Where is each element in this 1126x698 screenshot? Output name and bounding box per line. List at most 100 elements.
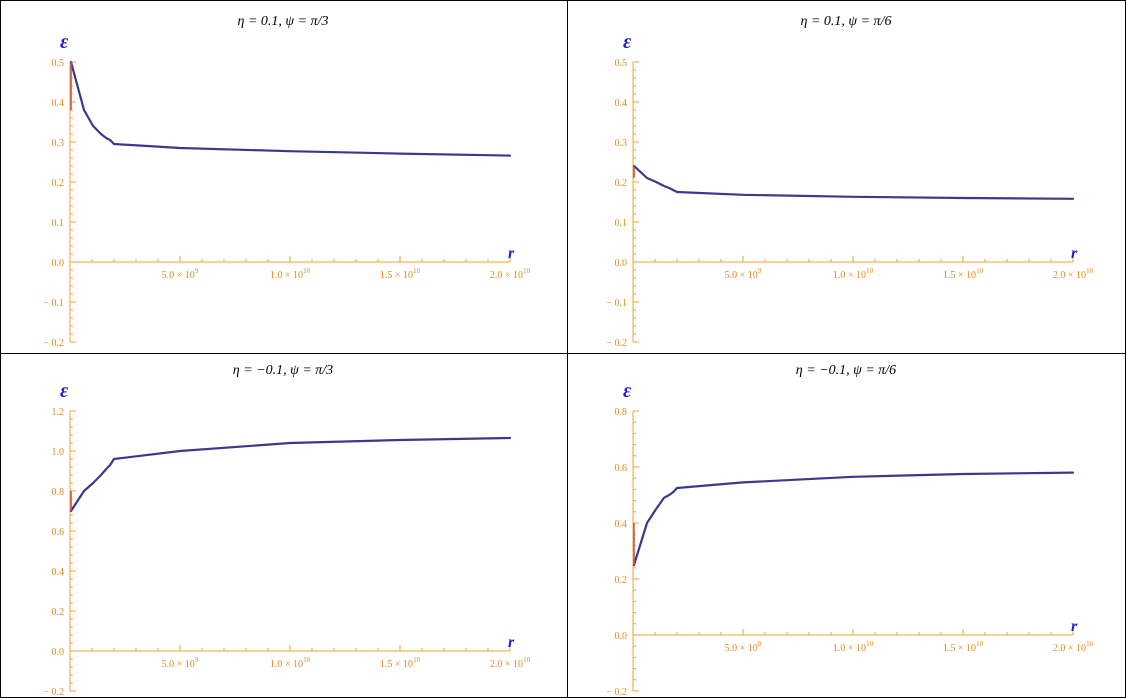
x-tick-mantissa: 2.0 × 10 <box>490 659 523 670</box>
y-tick-label: 0.4 <box>615 98 628 109</box>
x-tick-mantissa: 5.0 × 10 <box>162 659 195 670</box>
y-tick-label: 0.6 <box>615 463 628 474</box>
x-tick-label: 2.0 × 1010 <box>1053 267 1094 281</box>
chart-title: η = −0.1, ψ = π/3 <box>233 363 333 378</box>
y-tick-label: 0.8 <box>615 407 628 418</box>
y-tick-label: 0.4 <box>52 567 65 578</box>
y-tick-label: 0.2 <box>52 178 65 189</box>
series-line-0 <box>69 436 512 513</box>
x-tick-mantissa: 1.0 × 10 <box>833 270 866 281</box>
x-tick-exponent: 10 <box>413 267 421 275</box>
x-tick-exponent: 10 <box>1086 640 1094 648</box>
x-tick-exponent: 10 <box>523 656 531 664</box>
x-tick-mantissa: 5.0 × 10 <box>162 270 195 281</box>
panel-eta-neg0.1-psi-pi-6: η = −0.1, ψ = π/6 ε − 0.2 0.0 0.2 0.4 0.6 0.8 5.… <box>563 349 1126 698</box>
series-line-0 <box>632 164 1075 200</box>
y-tick-label: 0.5 <box>52 58 65 69</box>
y-axis-label: ε <box>623 31 632 53</box>
y-tick-label: 0.1 <box>52 218 65 229</box>
x-tick-label: 1.0 × 1010 <box>833 640 874 654</box>
chart-title: η = −0.1, ψ = π/6 <box>796 363 896 378</box>
y-tick-label: 0.5 <box>615 58 628 69</box>
x-tick-label: 1.5 × 1010 <box>943 640 984 654</box>
y-axis-label: ε <box>60 380 69 402</box>
x-axis-label: r <box>1071 618 1078 635</box>
x-tick-label: 5.0 × 109 <box>162 656 199 670</box>
y-tick-label: − 0.2 <box>43 687 64 698</box>
series-line-0 <box>632 471 1075 567</box>
y-tick-label: 0.3 <box>52 138 65 149</box>
x-tick-exponent: 10 <box>303 656 311 664</box>
x-tick-exponent: 9 <box>195 267 199 275</box>
x-tick-label: 1.0 × 1010 <box>833 267 874 281</box>
y-tick-label: 0.0 <box>615 258 628 269</box>
x-tick-label: 2.0 × 1010 <box>490 656 531 670</box>
x-axis-label: r <box>1071 245 1078 262</box>
plot-2: η = 0.1, ψ = π/6 ε − 0.2 − 0.1 0.0 0.1 0.2 0.3 0… <box>606 14 1094 349</box>
y-tick-label: 1.0 <box>52 447 65 458</box>
x-tick-exponent: 10 <box>976 640 984 648</box>
panel-eta-neg0.1-psi-pi-3: η = −0.1, ψ = π/3 ε − 0.2 0.0 0.2 0.4 0.6 0.8 1.… <box>0 349 563 698</box>
x-tick-mantissa: 1.0 × 10 <box>833 643 866 654</box>
plot-4: η = −0.1, ψ = π/6 ε − 0.2 0.0 0.2 0.4 0.6 0.8 5.… <box>606 363 1094 698</box>
y-tick-label: − 0.1 <box>43 298 64 309</box>
y-axis-label: ε <box>623 380 632 402</box>
x-tick-exponent: 9 <box>758 640 762 648</box>
x-tick-label: 5.0 × 109 <box>162 267 199 281</box>
panel-eta-0.1-psi-pi-3: η = 0.1, ψ = π/3 ε − 0.2 − 0.1 0.0 0.1 0.2 0.3 0… <box>0 0 563 349</box>
y-tick-label: 0.0 <box>615 631 628 642</box>
chart-title: η = 0.1, ψ = π/3 <box>238 14 329 29</box>
y-tick-label: − 0.2 <box>606 687 627 698</box>
plot-1: η = 0.1, ψ = π/3 ε − 0.2 − 0.1 0.0 0.1 0.2 0.3 0… <box>43 14 531 349</box>
y-tick-label: 0.8 <box>52 487 65 498</box>
x-tick-mantissa: 2.0 × 10 <box>490 270 523 281</box>
y-tick-label: 0.0 <box>52 258 65 269</box>
x-tick-label: 1.5 × 1010 <box>380 267 421 281</box>
y-tick-label: 0.4 <box>52 98 65 109</box>
y-tick-label: 0.2 <box>52 607 65 618</box>
x-tick-mantissa: 1.5 × 10 <box>380 659 413 670</box>
x-tick-exponent: 9 <box>758 267 762 275</box>
y-tick-label: − 0.2 <box>606 338 627 349</box>
y-tick-label: 0.6 <box>52 527 65 538</box>
y-tick-label: 0.2 <box>615 575 628 586</box>
y-tick-label: − 0.2 <box>43 338 64 349</box>
y-tick-label: 0.2 <box>615 178 628 189</box>
x-tick-exponent: 9 <box>195 656 199 664</box>
x-axis-label: r <box>508 245 515 262</box>
y-tick-label: 0.1 <box>615 218 628 229</box>
series-line-0 <box>69 60 512 157</box>
panel-eta-0.1-psi-pi-6: η = 0.1, ψ = π/6 ε − 0.2 − 0.1 0.0 0.1 0.2 0.3 0… <box>563 0 1126 349</box>
plot-3: η = −0.1, ψ = π/3 ε − 0.2 0.0 0.2 0.4 0.6 0.8 1.… <box>43 363 531 698</box>
y-tick-label: 0.4 <box>615 519 628 530</box>
x-tick-label: 5.0 × 109 <box>725 267 762 281</box>
x-tick-label: 2.0 × 1010 <box>1053 640 1094 654</box>
y-tick-label: 0.3 <box>615 138 628 149</box>
x-tick-mantissa: 2.0 × 10 <box>1053 643 1086 654</box>
x-axis-label: r <box>508 634 515 651</box>
x-tick-mantissa: 1.0 × 10 <box>270 659 303 670</box>
x-tick-exponent: 10 <box>303 267 311 275</box>
chart-title: η = 0.1, ψ = π/6 <box>801 14 892 29</box>
y-tick-label: − 0.1 <box>606 298 627 309</box>
x-tick-mantissa: 1.5 × 10 <box>943 270 976 281</box>
y-tick-label: 0.0 <box>52 647 65 658</box>
x-tick-exponent: 10 <box>523 267 531 275</box>
x-tick-exponent: 10 <box>866 267 874 275</box>
x-tick-label: 1.5 × 1010 <box>943 267 984 281</box>
x-tick-label: 1.0 × 1010 <box>270 267 311 281</box>
x-tick-exponent: 10 <box>1086 267 1094 275</box>
x-tick-exponent: 10 <box>866 640 874 648</box>
x-tick-label: 1.0 × 1010 <box>270 656 311 670</box>
y-axis-label: ε <box>60 31 69 53</box>
x-tick-mantissa: 1.5 × 10 <box>943 643 976 654</box>
x-tick-mantissa: 5.0 × 10 <box>725 270 758 281</box>
x-tick-mantissa: 1.0 × 10 <box>270 270 303 281</box>
x-tick-label: 2.0 × 1010 <box>490 267 531 281</box>
x-tick-label: 5.0 × 109 <box>725 640 762 654</box>
x-tick-exponent: 10 <box>413 656 421 664</box>
x-tick-label: 1.5 × 1010 <box>380 656 421 670</box>
x-tick-mantissa: 2.0 × 10 <box>1053 270 1086 281</box>
x-tick-exponent: 10 <box>976 267 984 275</box>
